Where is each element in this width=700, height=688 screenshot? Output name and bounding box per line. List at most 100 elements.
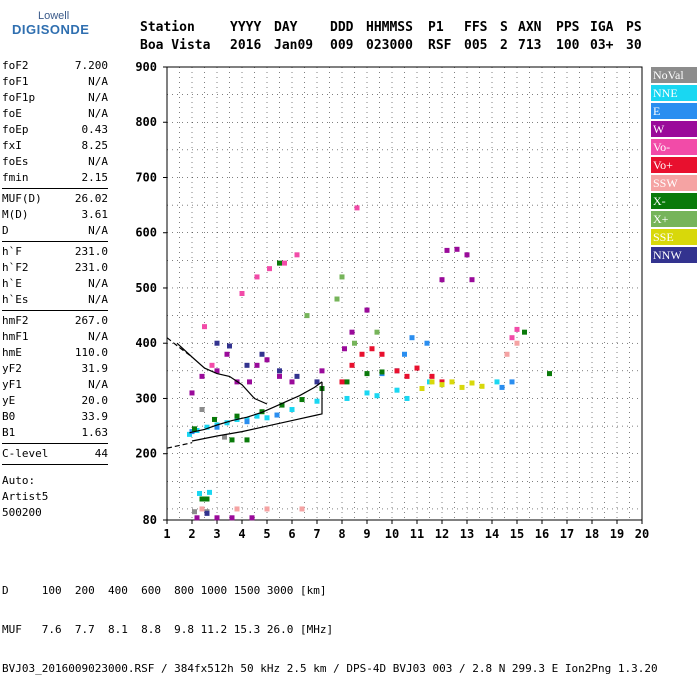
data-point — [304, 313, 310, 319]
data-point — [464, 252, 470, 258]
data-point — [334, 296, 340, 302]
data-point — [294, 373, 300, 379]
legend-item-x: X- — [651, 193, 697, 209]
param-divider — [2, 464, 108, 465]
data-point — [429, 373, 435, 379]
x-tick-label: 20 — [635, 527, 649, 541]
data-point — [229, 437, 235, 443]
param-row: h`Es N/A — [2, 292, 108, 308]
y-tick-label: 400 — [135, 336, 157, 350]
x-tick-label: 6 — [288, 527, 295, 541]
data-point — [274, 412, 280, 418]
param-divider — [2, 188, 108, 189]
data-point — [189, 390, 195, 396]
param-name: hmF2 — [2, 314, 29, 327]
legend-item-sse: SSE — [651, 229, 697, 245]
footer-distance-row: D 100 200 400 600 800 1000 1500 3000 [km… — [2, 584, 327, 597]
param-name: MUF(D) — [2, 192, 42, 205]
param-name: M(D) — [2, 208, 29, 221]
data-point — [212, 416, 217, 422]
data-point — [342, 346, 347, 352]
legend: NoVal NNE E W Vo- Vo+ SSW X- X+ SSE NNW — [651, 67, 697, 265]
data-point — [222, 434, 227, 440]
header-value-10: 03+ — [590, 38, 614, 53]
data-point — [339, 274, 345, 280]
header-label-0: Station — [140, 20, 195, 35]
param-name: h`E — [2, 277, 22, 290]
ionogram-plot: 1 2 3 4 5 6 7 8 9 10 11 12 13 14 15 16 17 18 19 20802003004… — [135, 60, 649, 541]
param-value: N/A — [88, 378, 108, 391]
data-point — [289, 407, 295, 413]
data-point — [319, 368, 325, 374]
data-point — [469, 380, 475, 386]
param-divider — [2, 443, 108, 444]
data-point — [254, 274, 260, 280]
data-point — [344, 379, 350, 385]
data-point — [204, 424, 210, 430]
param-row: h`F2 231.0 — [2, 260, 108, 276]
data-point — [354, 205, 360, 211]
x-tick-label: 13 — [460, 527, 474, 541]
header-label-5: P1 — [428, 20, 444, 35]
data-point — [459, 384, 465, 390]
data-point — [514, 326, 520, 332]
data-point — [374, 393, 380, 399]
data-point — [244, 437, 250, 443]
param-name: B0 — [2, 410, 16, 423]
data-point — [299, 397, 305, 403]
data-point — [264, 415, 270, 421]
data-point — [414, 365, 420, 371]
param-value: 44 — [94, 447, 108, 460]
param-name: D — [2, 224, 9, 237]
param-value: 8.25 — [81, 139, 109, 152]
header-value-1: 2016 — [230, 38, 262, 53]
footer: D 100 200 400 600 800 1000 1500 3000 [km… — [2, 558, 658, 688]
logo-lowell-text: Lowell — [38, 10, 70, 22]
x-tick-label: 3 — [213, 527, 220, 541]
x-tick-label: 4 — [238, 527, 245, 541]
data-point — [314, 379, 320, 385]
curve-fit-dashed-upper — [166, 337, 193, 358]
legend-item-vo: Vo- — [651, 139, 697, 155]
header-label-6: FFS — [464, 20, 488, 35]
parameter-panel: foF2 7.200 foF1 N/A foF1p N/A foE N/A foEp 0.43 fx… — [2, 58, 108, 521]
data-point — [454, 246, 460, 252]
param-row: hmF2 267.0 — [2, 313, 108, 329]
header-label-3: DDD — [330, 20, 354, 35]
data-point — [247, 379, 252, 385]
data-point — [194, 515, 200, 521]
header-value-2: Jan09 — [274, 38, 314, 53]
data-point — [352, 340, 357, 346]
data-point — [314, 398, 320, 404]
header-label-2: DAY — [274, 20, 298, 35]
curve-profile-upper — [176, 342, 268, 405]
data-point — [264, 506, 270, 512]
data-point — [227, 343, 232, 349]
param-row: foEs N/A — [2, 154, 108, 170]
legend-item-nne: NNE — [651, 85, 697, 101]
x-tick-label: 19 — [610, 527, 624, 541]
param-name: hmE — [2, 346, 22, 359]
param-name: yF1 — [2, 378, 22, 391]
param-value: 0.43 — [81, 123, 109, 136]
param-row: foF1 N/A — [2, 74, 108, 90]
data-point — [214, 424, 220, 430]
data-point — [192, 509, 197, 515]
x-tick-label: 2 — [188, 527, 195, 541]
param-row: foF1p N/A — [2, 90, 108, 106]
data-point — [509, 379, 515, 385]
legend-item-vo: Vo+ — [651, 157, 697, 173]
param-value: N/A — [88, 91, 108, 104]
param-name: foEp — [2, 123, 29, 136]
auto-scaling-line2: Artist5 — [2, 490, 49, 503]
x-tick-label: 14 — [485, 527, 499, 541]
param-name: foEs — [2, 155, 29, 168]
x-tick-label: 8 — [338, 527, 345, 541]
data-point — [419, 386, 425, 392]
data-point — [192, 426, 197, 432]
param-divider — [2, 241, 108, 242]
x-tick-label: 11 — [410, 527, 424, 541]
curve-profile-lower — [191, 381, 323, 442]
data-point — [499, 384, 505, 390]
param-name: yF2 — [2, 362, 22, 375]
